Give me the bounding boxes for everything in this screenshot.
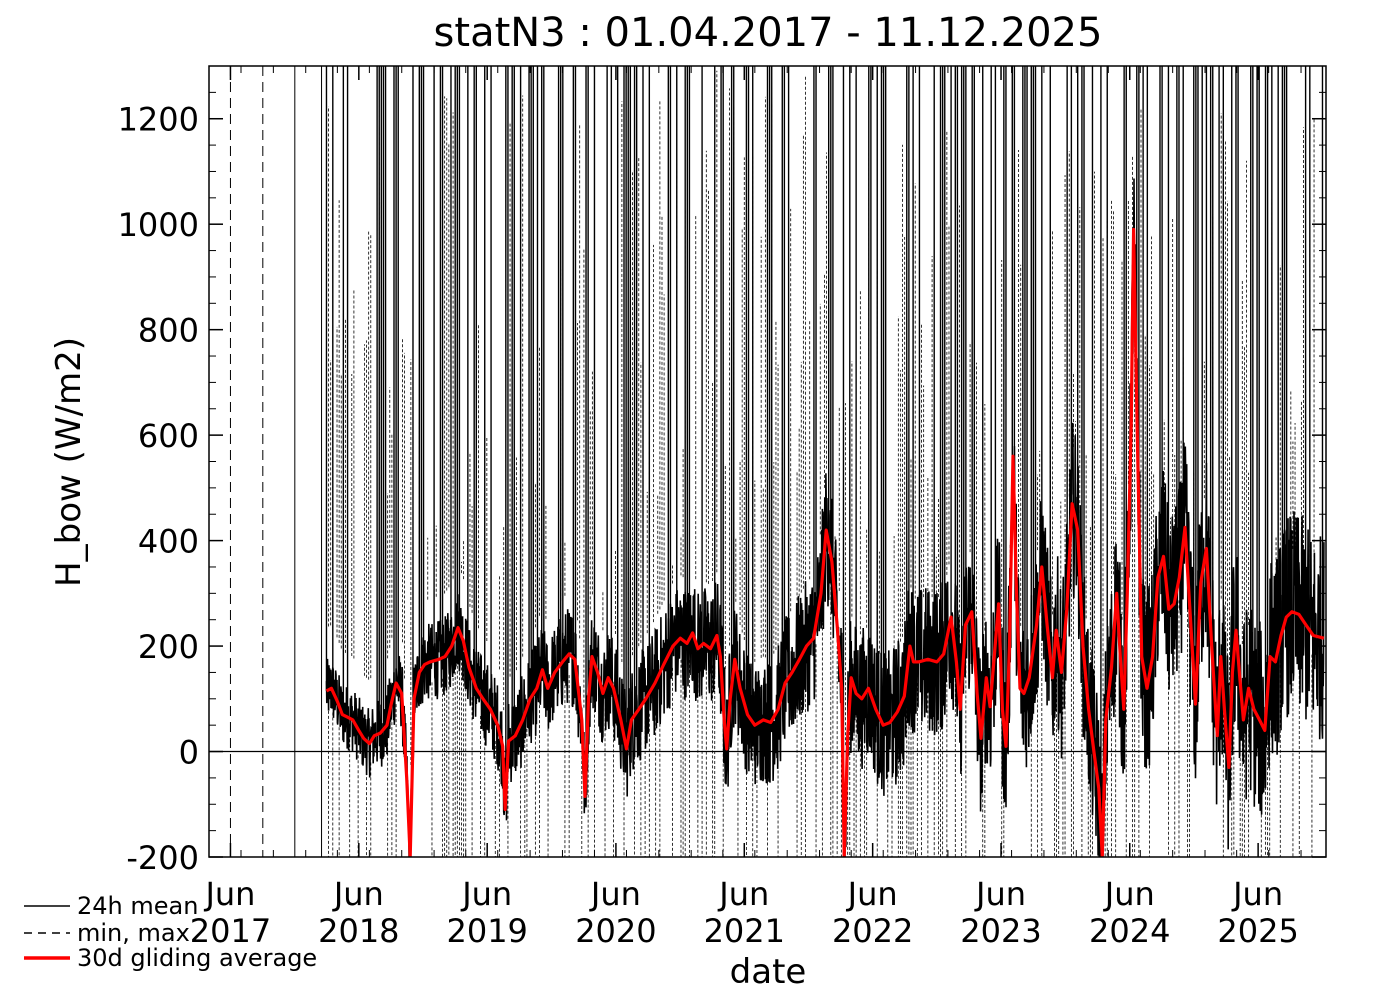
x-axis: Jun2017Jun2018Jun2019Jun2020Jun2021Jun20…: [190, 66, 1302, 950]
x-tick-label-month: Jun: [974, 875, 1026, 913]
x-tick-label-month: Jun: [332, 875, 384, 913]
chart-title: statN3 : 01.04.2017 - 11.12.2025: [434, 10, 1103, 56]
legend-label: min, max: [77, 919, 190, 947]
x-tick-label-month: Jun: [1103, 875, 1155, 913]
x-tick-label-month: Jun: [203, 875, 255, 913]
y-tick-label: 400: [138, 523, 199, 561]
x-tick-label-month: Jun: [460, 875, 512, 913]
y-tick-label: -200: [126, 839, 199, 877]
y-tick-label: 600: [138, 417, 199, 455]
legend-label: 30d gliding average: [77, 944, 317, 972]
x-tick-label-month: Jun: [846, 875, 898, 913]
series-line-24h-mean: [325, 178, 1325, 857]
y-tick-label: 1000: [118, 206, 199, 244]
daily-mean-lines: [294, 66, 1325, 857]
legend-label: 24h mean: [77, 892, 198, 920]
series-line-30d-gliding-average: [325, 227, 1325, 857]
x-tick-label-month: Jun: [589, 875, 641, 913]
y-axis-label: H_bow (W/m2): [49, 337, 89, 587]
x-tick-label-year: 2022: [832, 912, 913, 950]
x-tick-label-year: 2025: [1217, 912, 1298, 950]
x-tick-label-year: 2021: [704, 912, 785, 950]
x-axis-label: date: [730, 952, 807, 992]
x-tick-label-month: Jun: [717, 875, 769, 913]
y-tick-label: 0: [179, 734, 199, 772]
x-tick-label-year: 2017: [190, 912, 271, 950]
y-tick-label: 200: [138, 628, 199, 666]
x-tick-label-year: 2019: [446, 912, 527, 950]
y-tick-label: 1200: [118, 101, 199, 139]
x-tick-label-month: Jun: [1231, 875, 1283, 913]
x-tick-label-year: 2024: [1089, 912, 1170, 950]
x-tick-label-year: 2023: [960, 912, 1041, 950]
y-tick-label: 800: [138, 312, 199, 350]
x-tick-label-year: 2018: [318, 912, 399, 950]
y-axis: -200 0 200 400 600 800 1000 1200: [118, 65, 1326, 877]
x-tick-label-year: 2020: [575, 912, 656, 950]
